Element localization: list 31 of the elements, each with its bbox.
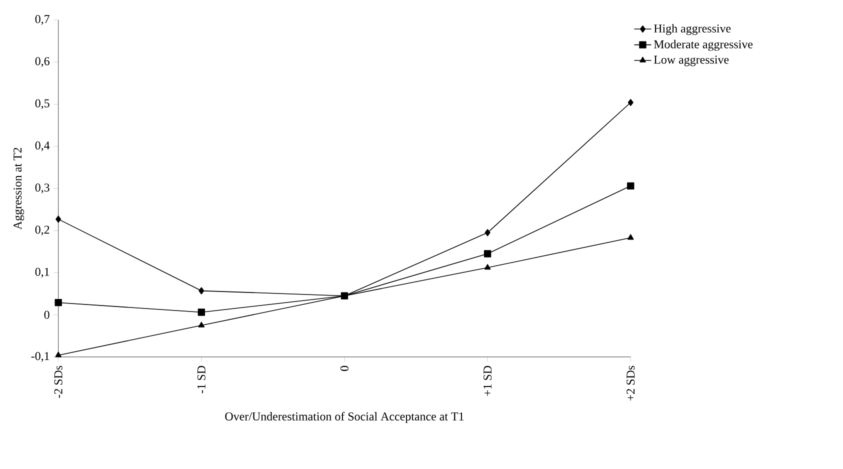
point <box>627 182 634 190</box>
point <box>54 299 62 306</box>
y-tick-label: 0,5 <box>35 99 50 110</box>
point <box>198 308 205 316</box>
point <box>198 322 205 328</box>
y-tick-label: 0,2 <box>35 226 50 236</box>
legend-label: High aggressive <box>654 24 731 36</box>
legend-label: Moderate aggressive <box>654 40 753 51</box>
y-tick-label: 0 <box>44 310 50 320</box>
y-axis-title: Aggression at T2 <box>14 148 24 230</box>
x-axis-title: Over/Underestimation of Social Acceptance at T1 <box>225 412 464 424</box>
x-tick-label: -2 SDs <box>54 366 62 398</box>
x-tick-label: +2 SDs <box>626 366 635 401</box>
y-tick-label: 0,3 <box>35 184 50 194</box>
y-tick-label: 0,1 <box>35 268 50 278</box>
legend-label: Low aggressive <box>654 56 729 66</box>
point <box>55 352 62 358</box>
point <box>627 234 634 240</box>
point <box>628 99 634 106</box>
y-tick-label: 0,4 <box>35 142 50 152</box>
y-tick-label: -0,1 <box>31 352 50 362</box>
x-tick-label: -1 SD <box>197 366 206 394</box>
y-tick-label: 0,6 <box>35 57 50 68</box>
point <box>56 216 62 223</box>
point <box>484 250 492 258</box>
y-tick-label: 0,7 <box>35 15 50 26</box>
x-tick-label: +1 SD <box>484 366 492 396</box>
x-tick-label: 0 <box>340 366 349 372</box>
point <box>484 264 491 270</box>
point <box>484 229 490 236</box>
point <box>198 287 204 295</box>
